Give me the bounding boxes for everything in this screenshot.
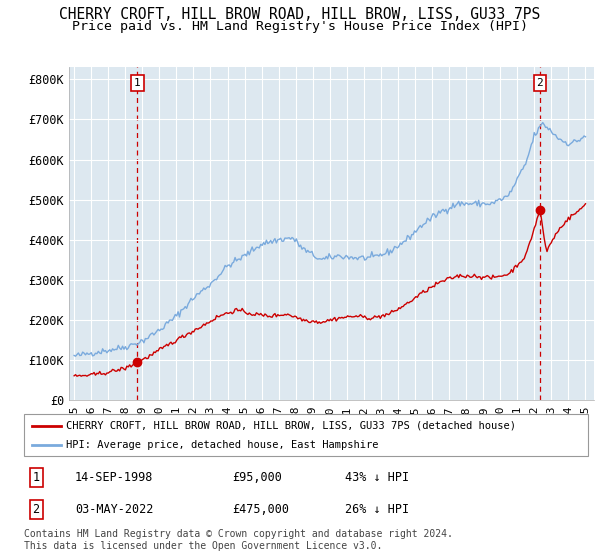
Text: Price paid vs. HM Land Registry's House Price Index (HPI): Price paid vs. HM Land Registry's House … xyxy=(72,20,528,32)
Text: Contains HM Land Registry data © Crown copyright and database right 2024.
This d: Contains HM Land Registry data © Crown c… xyxy=(24,529,453,551)
Text: 43% ↓ HPI: 43% ↓ HPI xyxy=(346,471,410,484)
Text: 1: 1 xyxy=(32,471,40,484)
Text: 03-MAY-2022: 03-MAY-2022 xyxy=(75,503,153,516)
Text: 26% ↓ HPI: 26% ↓ HPI xyxy=(346,503,410,516)
Text: CHERRY CROFT, HILL BROW ROAD, HILL BROW, LISS, GU33 7PS: CHERRY CROFT, HILL BROW ROAD, HILL BROW,… xyxy=(59,7,541,22)
Text: CHERRY CROFT, HILL BROW ROAD, HILL BROW, LISS, GU33 7PS (detached house): CHERRY CROFT, HILL BROW ROAD, HILL BROW,… xyxy=(66,421,516,431)
Text: £95,000: £95,000 xyxy=(233,471,283,484)
Text: HPI: Average price, detached house, East Hampshire: HPI: Average price, detached house, East… xyxy=(66,440,379,450)
Text: 1: 1 xyxy=(134,78,141,88)
Text: £475,000: £475,000 xyxy=(233,503,290,516)
Text: 2: 2 xyxy=(32,503,40,516)
Text: 2: 2 xyxy=(536,78,544,88)
Text: 14-SEP-1998: 14-SEP-1998 xyxy=(75,471,153,484)
FancyBboxPatch shape xyxy=(24,414,588,456)
